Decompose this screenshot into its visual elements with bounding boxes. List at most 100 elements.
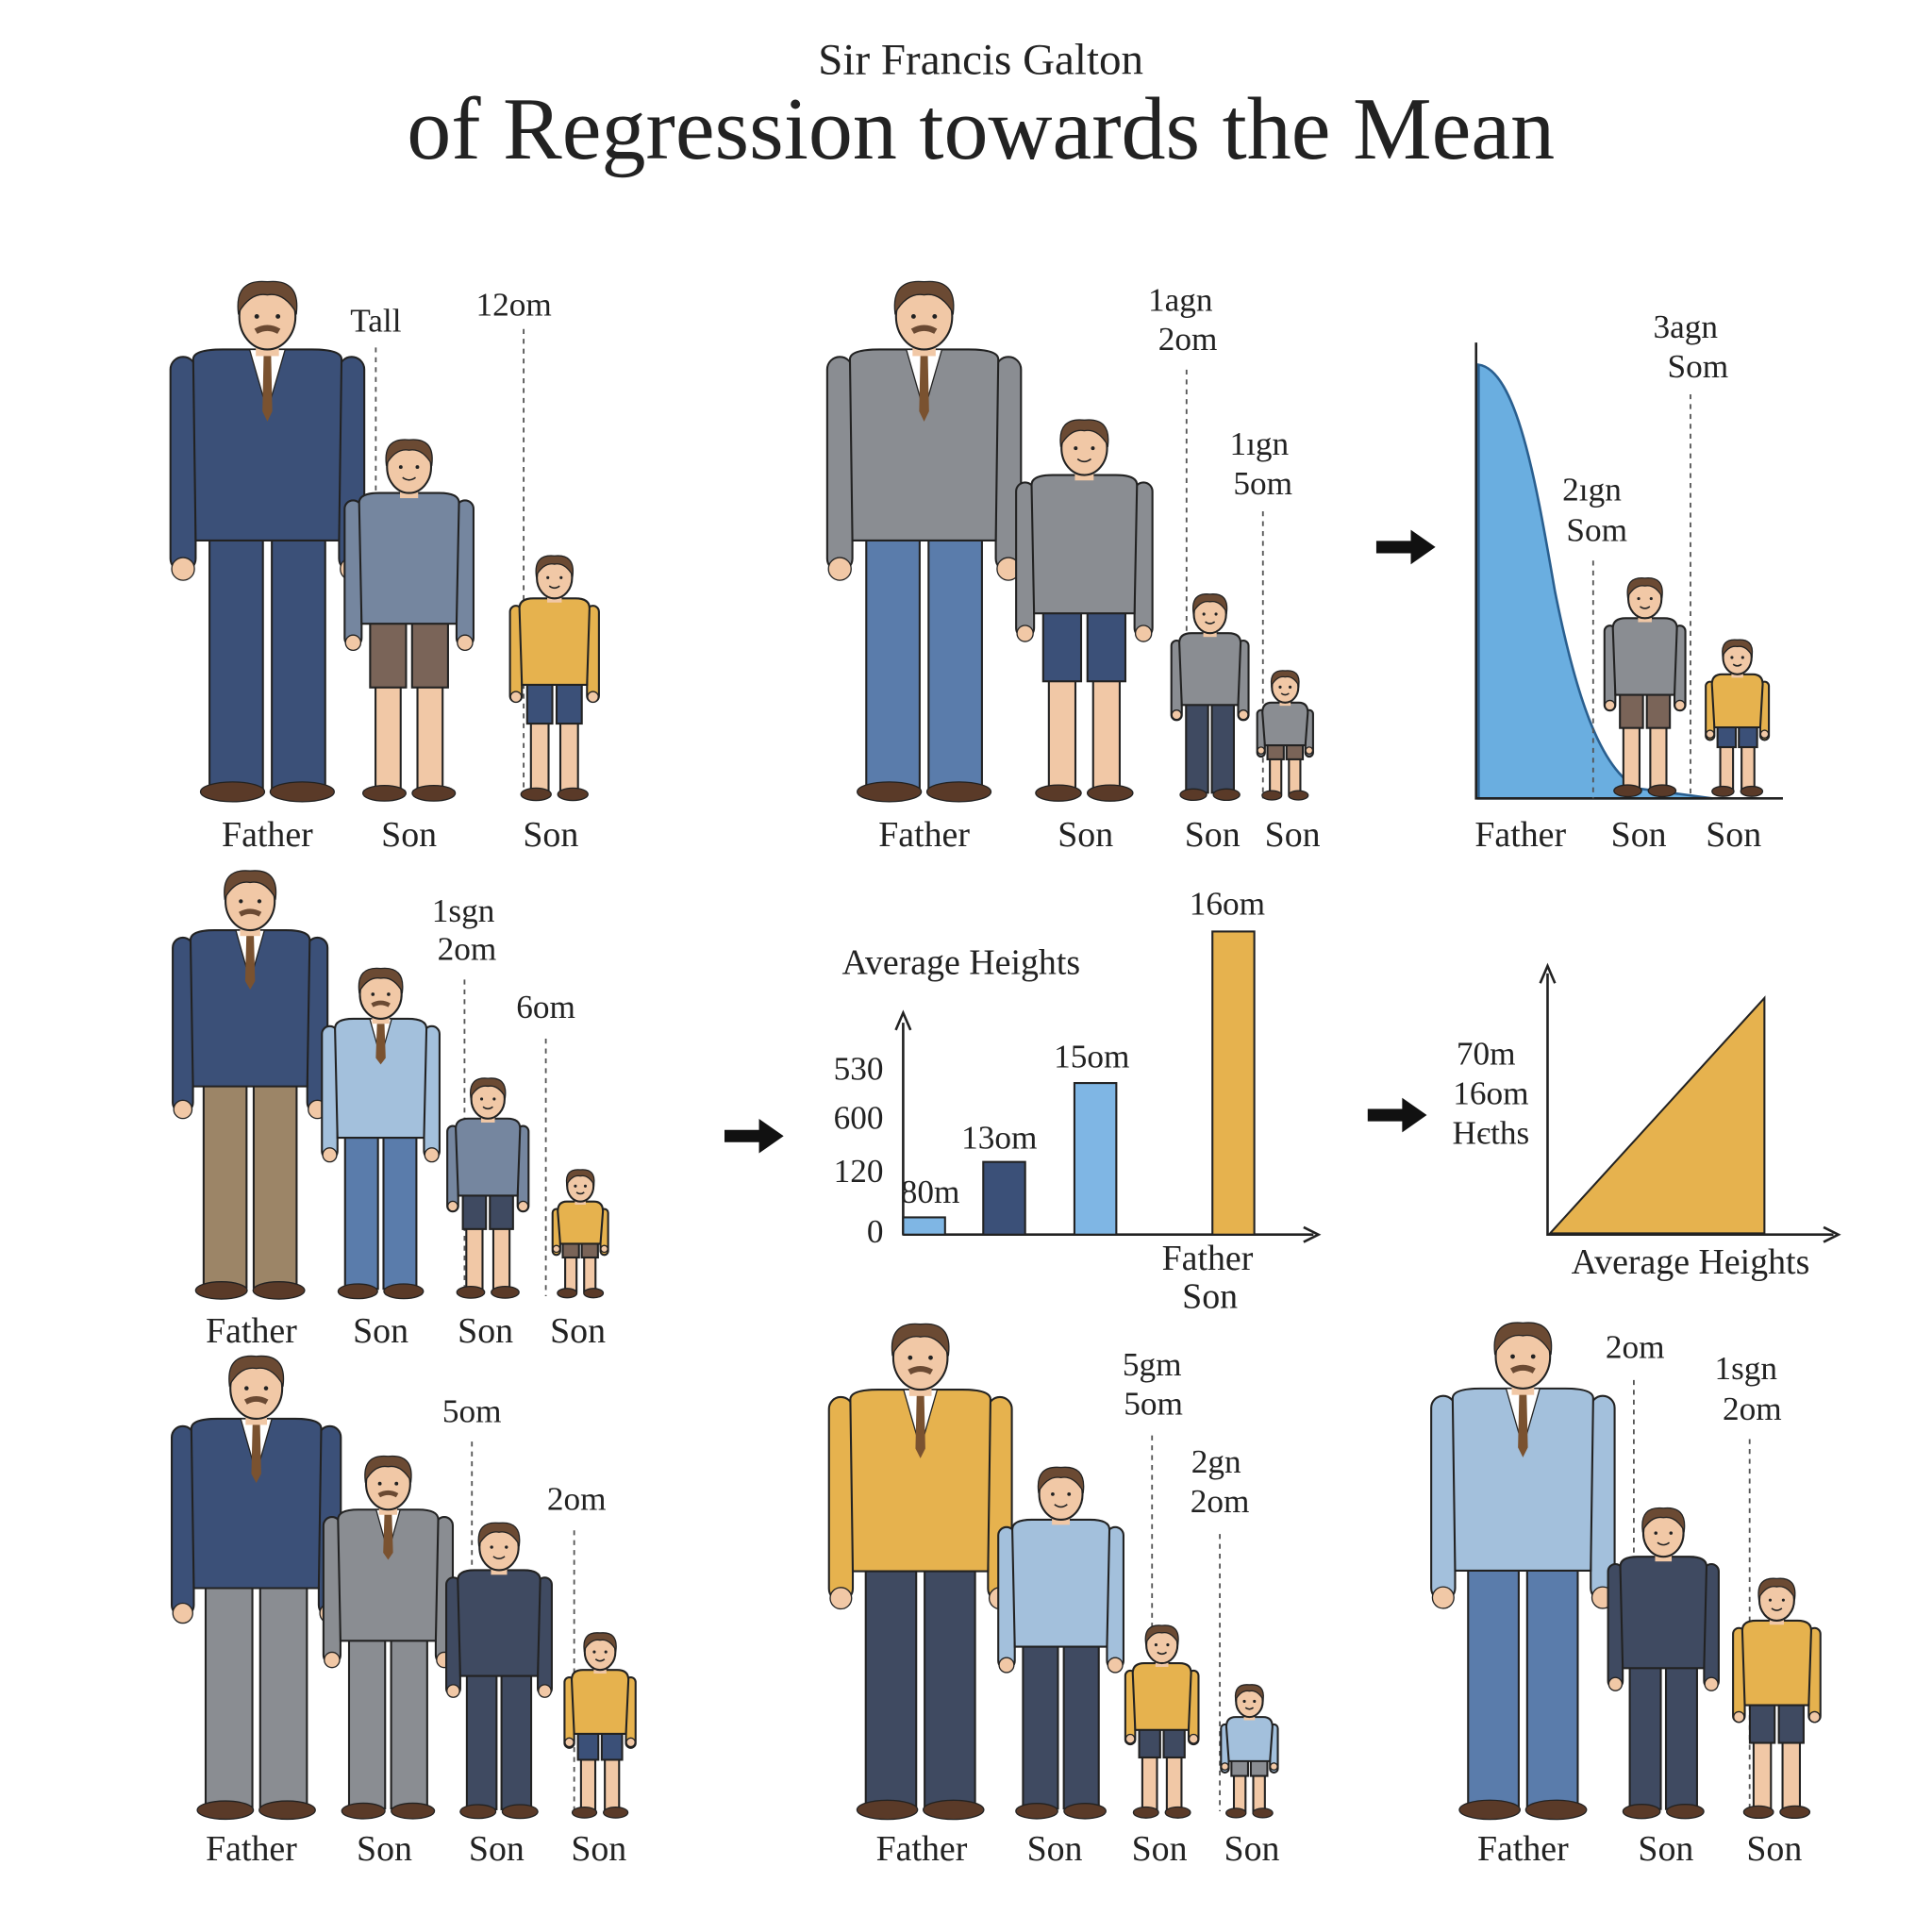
arm bbox=[1430, 1394, 1457, 1602]
eye bbox=[559, 575, 563, 579]
shoe bbox=[557, 787, 589, 802]
trouser-leg bbox=[252, 1077, 298, 1289]
hair bbox=[1626, 577, 1663, 599]
eye bbox=[604, 1650, 608, 1654]
shoe bbox=[1711, 785, 1735, 797]
hair bbox=[583, 1632, 617, 1653]
bar-label: 15om bbox=[1054, 1038, 1129, 1074]
eye bbox=[583, 1184, 588, 1188]
torso bbox=[337, 1508, 440, 1642]
shoe bbox=[491, 1285, 520, 1299]
eye bbox=[910, 313, 916, 319]
triangle bbox=[1547, 995, 1766, 1235]
smile bbox=[575, 1191, 585, 1195]
x-axis-label: Average Heights bbox=[1572, 1242, 1810, 1282]
shoe bbox=[1740, 785, 1764, 797]
shoe bbox=[925, 781, 992, 803]
eye bbox=[1510, 1354, 1515, 1359]
person bbox=[446, 1077, 530, 1299]
height-annotation: 2ıgn bbox=[1562, 472, 1622, 508]
hair bbox=[1641, 1507, 1686, 1533]
tie bbox=[919, 354, 929, 422]
eye bbox=[1730, 656, 1734, 659]
hair bbox=[565, 1169, 595, 1187]
shoe bbox=[1524, 1799, 1588, 1821]
shoe bbox=[337, 1283, 378, 1300]
trouser-leg bbox=[465, 1667, 498, 1810]
shoe bbox=[1035, 784, 1082, 802]
shorts bbox=[1086, 605, 1127, 683]
person bbox=[1015, 419, 1154, 802]
y-tick-label: 120 bbox=[834, 1153, 884, 1190]
hand bbox=[625, 1737, 636, 1748]
torso bbox=[1030, 474, 1139, 615]
height-annotation: Som bbox=[1668, 348, 1729, 385]
height-annotation: 1ıgn bbox=[1230, 425, 1290, 462]
person bbox=[322, 1455, 455, 1820]
smile bbox=[1205, 621, 1216, 625]
person bbox=[827, 1323, 1013, 1821]
eye bbox=[1654, 1531, 1657, 1535]
trouser-leg bbox=[1022, 1638, 1059, 1810]
hand bbox=[447, 1200, 458, 1212]
figure-label: Father bbox=[1474, 815, 1566, 855]
smile bbox=[1244, 1707, 1255, 1710]
torso bbox=[518, 597, 591, 687]
shoe bbox=[269, 781, 335, 803]
hair bbox=[224, 870, 277, 901]
torso bbox=[457, 1569, 541, 1677]
height-annotation: 2om bbox=[1606, 1329, 1665, 1366]
eye bbox=[1091, 446, 1095, 451]
hair bbox=[1144, 1624, 1179, 1645]
figure-label: Son bbox=[1058, 815, 1113, 855]
shoe bbox=[459, 1804, 497, 1820]
hand bbox=[457, 634, 474, 652]
eye bbox=[1768, 1598, 1773, 1602]
trouser-leg bbox=[258, 1579, 308, 1808]
mustache bbox=[243, 1396, 269, 1405]
eye bbox=[505, 1545, 508, 1549]
hand bbox=[1705, 729, 1715, 739]
trouser-leg bbox=[343, 1129, 379, 1291]
figure-label: Father bbox=[878, 815, 970, 855]
eye bbox=[254, 313, 259, 319]
hand bbox=[564, 1737, 575, 1748]
tie bbox=[251, 1424, 261, 1483]
eye bbox=[546, 575, 550, 579]
hand bbox=[1269, 1762, 1278, 1771]
y-axis-label: 16om bbox=[1453, 1075, 1528, 1112]
shoe bbox=[1179, 788, 1208, 802]
mustache bbox=[254, 325, 281, 334]
eye bbox=[928, 1355, 933, 1360]
torso bbox=[190, 1417, 323, 1590]
figure-label: Father bbox=[1477, 1829, 1569, 1869]
torso bbox=[334, 1017, 428, 1140]
height-annotation: Tall bbox=[350, 303, 402, 340]
person bbox=[1603, 577, 1687, 798]
hand bbox=[173, 1099, 193, 1120]
trouser-leg bbox=[1185, 696, 1209, 794]
hand bbox=[587, 691, 599, 704]
hand bbox=[1431, 1586, 1455, 1609]
hand bbox=[1607, 1676, 1624, 1691]
eye bbox=[1253, 1699, 1257, 1704]
trouser-leg bbox=[927, 532, 983, 790]
shoe bbox=[1288, 790, 1309, 801]
shoe bbox=[557, 1288, 578, 1299]
shoe bbox=[1063, 1803, 1108, 1820]
eye bbox=[263, 1386, 269, 1391]
torso bbox=[358, 491, 460, 625]
eye bbox=[257, 899, 262, 904]
hand bbox=[1107, 1657, 1124, 1674]
mustache bbox=[1509, 1364, 1536, 1374]
shoe bbox=[583, 1288, 605, 1299]
shoe bbox=[252, 1281, 306, 1300]
distribution-curve bbox=[1477, 363, 1713, 800]
shoe bbox=[1665, 1804, 1705, 1820]
y-tick-label: 0 bbox=[867, 1213, 884, 1250]
shoe bbox=[923, 1799, 985, 1821]
shoe bbox=[194, 1281, 248, 1300]
eye bbox=[592, 1650, 596, 1654]
hair bbox=[1234, 1684, 1264, 1702]
